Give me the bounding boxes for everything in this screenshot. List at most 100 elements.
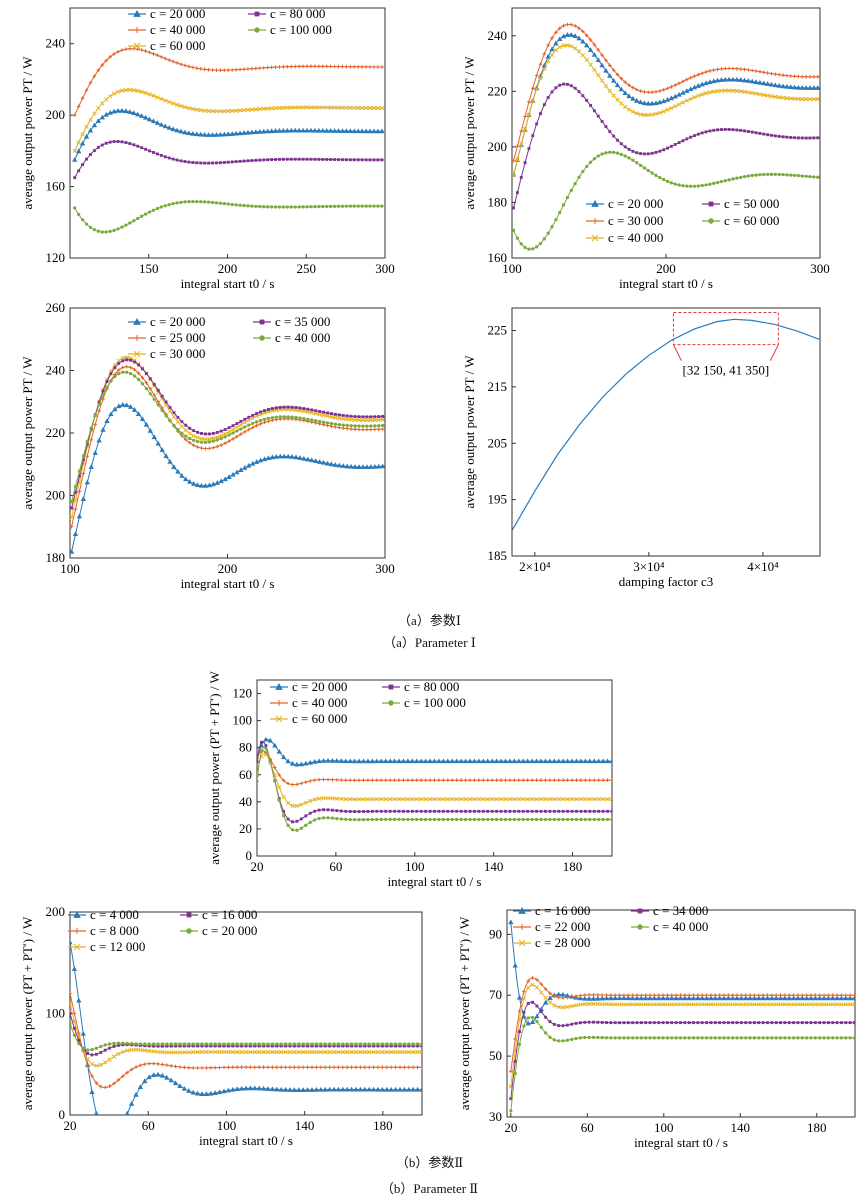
- caption-a-en: （a）Parameter Ⅰ: [383, 635, 476, 650]
- svg-text:c = 40 000: c = 40 000: [653, 919, 708, 934]
- y-axis-label: average output power (PT + PT′) / W: [20, 916, 35, 1110]
- caption-a-cn: （a）参数Ⅰ: [398, 613, 461, 628]
- legend-item: c = 60 000: [128, 38, 205, 53]
- chart-panel-b2: 0 100 200 20 60 100 140 180 integral start t0 / …: [20, 904, 423, 1148]
- chart-panel-a3: 180 200 220 240 260 100 200 300 integral start t…: [20, 300, 395, 591]
- series-markers: [72, 87, 385, 154]
- y-axis-label: average output power (PT + PT′) / W: [207, 671, 222, 865]
- x-tick-label: 300: [375, 261, 395, 276]
- chart-panel-a1: 120 160 200 240 150 200 250 300 integral start t…: [20, 6, 395, 291]
- svg-text:c = 25 000: c = 25 000: [150, 330, 205, 345]
- legend-item: c = 20 000: [270, 679, 347, 694]
- series-markers: [509, 1015, 855, 1113]
- chart-panel-a2: 160 180 200 220 240 100 200 300 integral start t…: [462, 7, 830, 291]
- series-markers: [509, 976, 855, 1074]
- x-tick-label: 60: [329, 859, 342, 874]
- series-markers: [508, 919, 855, 1026]
- legend-item: c = 40 000: [586, 230, 663, 245]
- chart-panel-a4: 185 195 205 215 225 2×10⁴ 3×10⁴ 4×10⁴ damping fa…: [462, 307, 821, 589]
- caption-b-en: （b）Parameter Ⅱ: [380, 1181, 479, 1196]
- chart-panel-b3: 30 50 70 90 20 60 100 140 180 integral start t0 /…: [457, 903, 856, 1150]
- svg-text:c = 28 000: c = 28 000: [535, 935, 590, 950]
- y-tick-label: 220: [488, 83, 508, 98]
- x-axis-label: integral start t0 / s: [619, 276, 713, 291]
- x-tick-label: 100: [654, 1120, 674, 1135]
- series-markers: [512, 32, 820, 177]
- svg-text:c = 20 000: c = 20 000: [292, 679, 347, 694]
- caption-b-cn: （b）参数Ⅱ: [395, 1155, 464, 1170]
- series-markers: [70, 355, 385, 520]
- svg-text:c = 16 000: c = 16 000: [535, 903, 590, 918]
- legend-item: c = 60 000: [270, 711, 347, 726]
- series-markers: [70, 991, 422, 1090]
- x-axis-label: integral start t0 / s: [181, 576, 275, 591]
- legend-item: c = 22 000: [513, 919, 590, 934]
- y-axis-label: average output power (PT + PT′) / W: [457, 916, 472, 1110]
- y-axis-label: average output power PT / W: [20, 356, 35, 510]
- svg-text:c = 30 000: c = 30 000: [150, 346, 205, 361]
- y-tick-label: 200: [46, 488, 66, 503]
- legend-item: c = 60 000: [702, 213, 779, 228]
- svg-text:c = 8 000: c = 8 000: [90, 923, 139, 938]
- x-axis-label: damping factor c3: [619, 574, 714, 589]
- x-tick-label: 20: [251, 859, 264, 874]
- x-axis-label: integral start t0 / s: [634, 1135, 728, 1150]
- legend-item: c = 100 000: [382, 695, 466, 710]
- legend-item: c = 25 000: [128, 330, 205, 345]
- svg-text:c = 80 000: c = 80 000: [404, 679, 459, 694]
- y-tick-label: 0: [59, 1107, 66, 1122]
- series-markers: [257, 740, 612, 824]
- y-tick-label: 240: [488, 28, 508, 43]
- plot-frame: [256, 679, 613, 857]
- x-tick-label: 20: [504, 1120, 517, 1135]
- legend-item: c = 30 000: [586, 213, 663, 228]
- x-tick-label: 140: [295, 1118, 315, 1133]
- y-tick-label: 120: [46, 250, 66, 265]
- series-markers: [72, 107, 385, 162]
- series-markers: [512, 22, 820, 163]
- svg-text:c = 34 000: c = 34 000: [653, 903, 708, 918]
- y-tick-label: 205: [488, 435, 508, 450]
- x-tick-label: 100: [60, 561, 80, 576]
- legend-item: c = 80 000: [248, 6, 325, 21]
- y-tick-label: 200: [46, 107, 66, 122]
- range-annotation: [32 150, 41 350]: [683, 363, 770, 378]
- svg-text:c = 40 000: c = 40 000: [608, 230, 663, 245]
- series-markers: [70, 402, 385, 554]
- series-markers: [72, 46, 384, 117]
- svg-text:c = 30 000: c = 30 000: [608, 213, 663, 228]
- series-markers: [70, 1022, 422, 1052]
- y-tick-label: 220: [46, 425, 66, 440]
- series-markers: [70, 370, 385, 504]
- x-tick-label: 100: [405, 859, 425, 874]
- x-tick-label: 20: [64, 1118, 77, 1133]
- legend-item: c = 16 000: [513, 903, 590, 918]
- svg-text:c = 40 000: c = 40 000: [292, 695, 347, 710]
- legend-item: c = 20 000: [180, 923, 257, 938]
- x-tick-label: 3×10⁴: [633, 559, 665, 574]
- plot-frame: [69, 911, 423, 1116]
- x-tick-label: 250: [297, 261, 317, 276]
- x-tick-label: 140: [731, 1120, 751, 1135]
- legend-item: c = 100 000: [248, 22, 332, 37]
- x-tick-label: 4×10⁴: [747, 559, 779, 574]
- legend-item: c = 35 000: [253, 314, 330, 329]
- y-tick-label: 260: [46, 300, 66, 315]
- series-markers: [70, 1001, 422, 1068]
- y-tick-label: 200: [46, 904, 66, 919]
- y-axis-label: average output power PT / W: [20, 56, 35, 210]
- x-tick-label: 140: [484, 859, 504, 874]
- x-tick-label: 150: [139, 261, 159, 276]
- svg-text:c = 60 000: c = 60 000: [150, 38, 205, 53]
- series-markers: [257, 749, 612, 787]
- svg-text:c = 40 000: c = 40 000: [150, 22, 205, 37]
- x-tick-label: 100: [217, 1118, 237, 1133]
- y-tick-label: 180: [46, 550, 66, 565]
- y-tick-label: 180: [488, 194, 508, 209]
- x-tick-label: 300: [810, 261, 830, 276]
- y-tick-label: 240: [46, 36, 66, 51]
- legend-item: c = 34 000: [631, 903, 708, 918]
- legend-item: c = 20 000: [586, 196, 663, 211]
- legend-item: c = 8 000: [68, 923, 139, 938]
